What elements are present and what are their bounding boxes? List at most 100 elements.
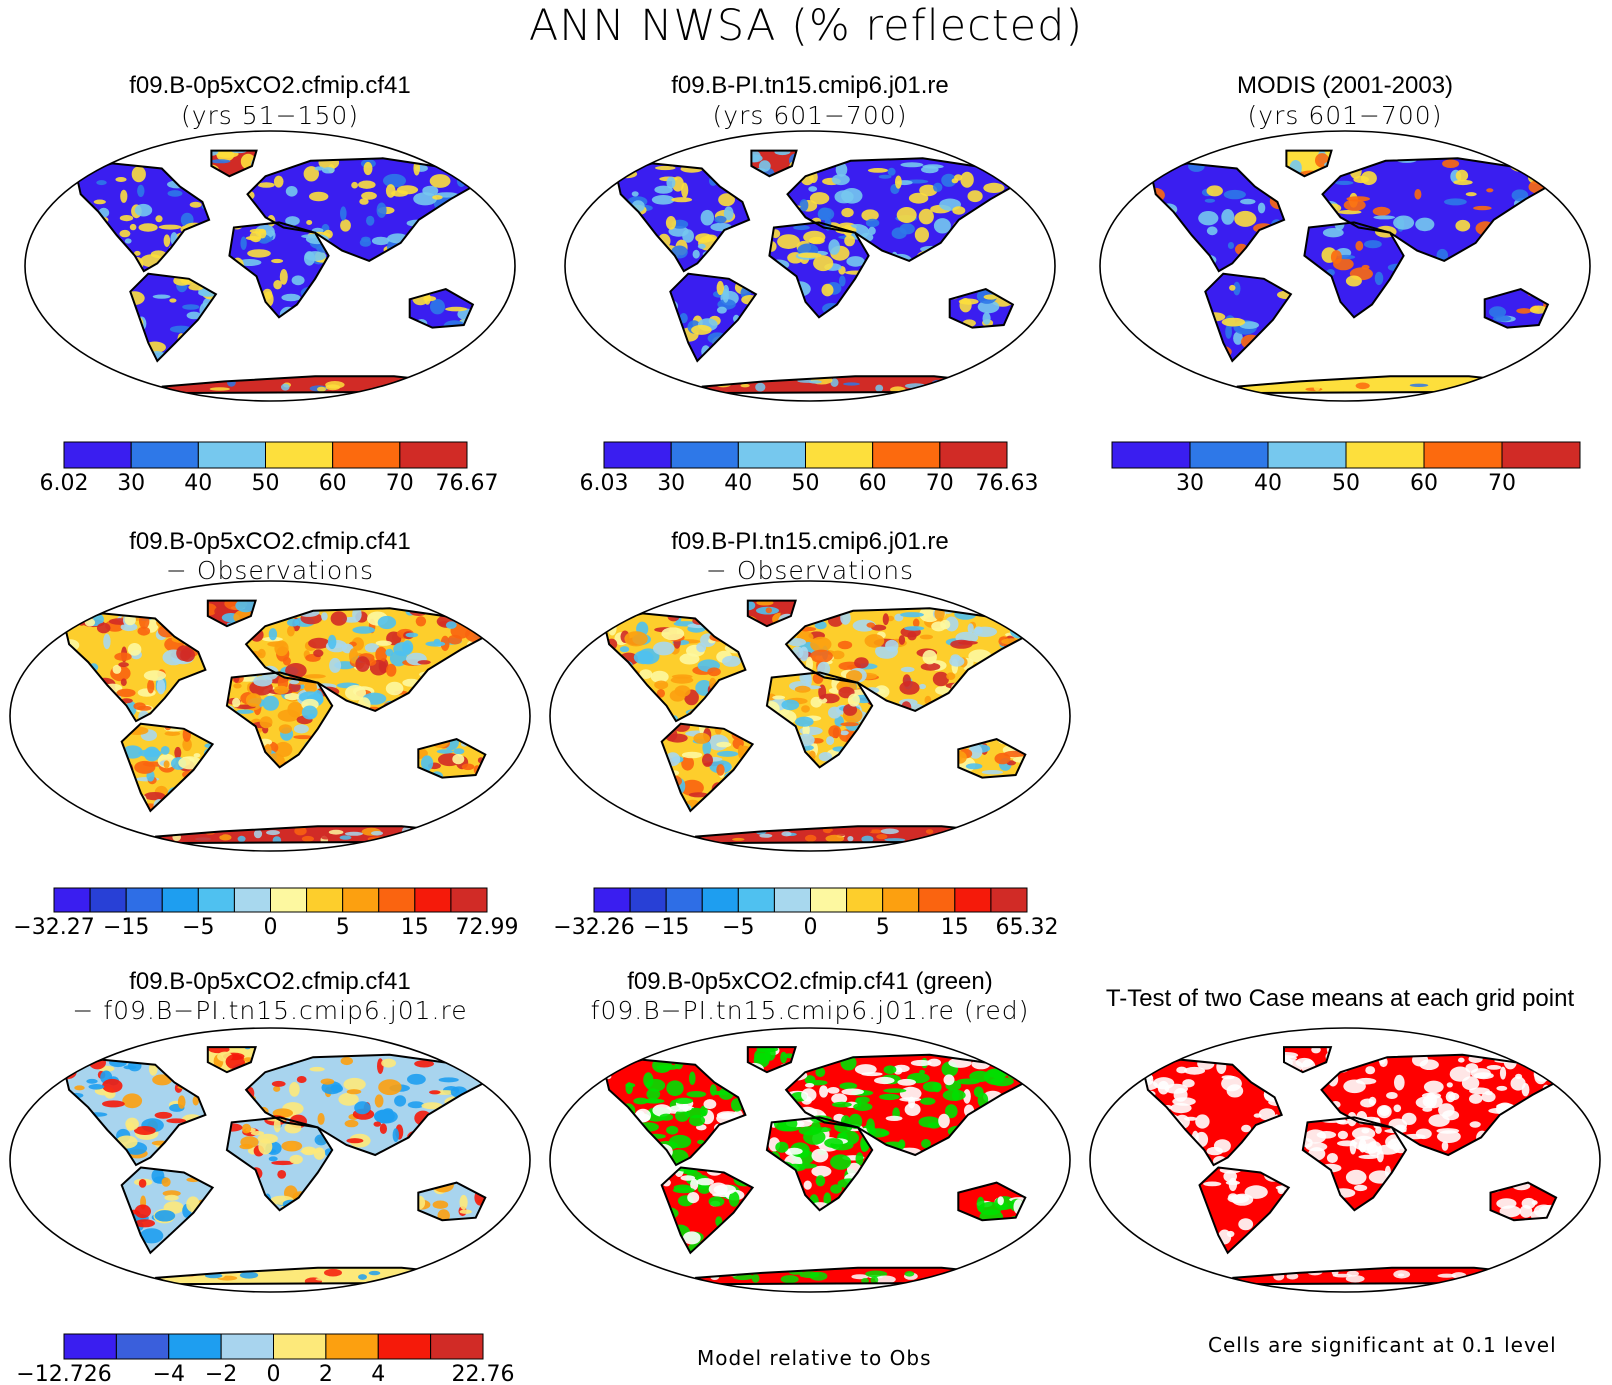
panel-2-subtitle: (yrs 601−700) xyxy=(712,101,908,130)
colorbar-swatch xyxy=(450,887,488,913)
map-panel-7 xyxy=(549,1027,1071,1293)
colorbar-tick-label: 50 xyxy=(1332,471,1360,496)
colorbar-tick-label: 6.02 xyxy=(40,471,89,496)
colorbar-swatch xyxy=(1501,441,1581,469)
panels-layer xyxy=(9,130,1601,1293)
coastline-greenland xyxy=(210,149,258,178)
colorbar-tick-label: 5 xyxy=(336,915,350,940)
coastline-greenland xyxy=(750,149,798,178)
colorbar-swatch xyxy=(1423,441,1503,469)
coastline-namerica xyxy=(63,612,207,723)
coastline-greenland xyxy=(206,599,257,628)
coastline-australia xyxy=(948,288,1015,329)
panel-1-subtitle: (yrs 51−150) xyxy=(180,101,360,130)
colorbar-swatch xyxy=(430,1333,484,1360)
colorbar-tick-label: 0 xyxy=(267,1362,281,1385)
panel-8-title: T-Test of two Case means at each grid po… xyxy=(1105,985,1575,1012)
panel-1-title: f09.B-0p5xCO2.cfmip.cf41 xyxy=(129,72,411,99)
landmass-eurasia xyxy=(247,158,478,261)
panel-3-subtitle: (yrs 601−700) xyxy=(1247,101,1443,130)
landmass-samerica xyxy=(1205,273,1291,361)
colorbar-swatch xyxy=(378,887,416,913)
colorbar-tick-label: −5 xyxy=(182,915,214,940)
coastline-africa xyxy=(768,221,870,319)
colorbar-swatch xyxy=(125,887,163,913)
coastline-eurasia xyxy=(1320,1053,1563,1157)
colorbar-tick-label: 15 xyxy=(941,915,969,940)
coastline-samerica xyxy=(120,722,215,813)
panel-7-title: f09.B-0p5xCO2.cfmip.cf41 (green) xyxy=(627,968,993,995)
landmass-australia xyxy=(958,1182,1026,1221)
colorbar-tick-label: 5 xyxy=(876,915,890,940)
footer-middle: Model relative to Obs xyxy=(697,1346,932,1370)
colorbar-swatch xyxy=(737,887,775,913)
colorbar-tick-label: −32.26 xyxy=(553,915,634,940)
colorbar-tick-label: 6.03 xyxy=(580,471,629,496)
colorbar-tick-label: 0 xyxy=(804,915,818,940)
panel-5-title: f09.B-PI.tn15.cmip6.j01.re xyxy=(671,528,949,555)
colorbar-tick-label: 70 xyxy=(926,471,954,496)
colorbar-tick-label: 60 xyxy=(319,471,347,496)
colorbar-swatch xyxy=(273,1333,327,1360)
coastline-samerica xyxy=(129,272,218,363)
colorbar-tick-label: 70 xyxy=(386,471,414,496)
colorbar-swatch xyxy=(701,887,739,913)
colorbar-tick-label: −2 xyxy=(205,1362,237,1385)
colorbar-swatch xyxy=(1267,441,1347,469)
coastline-samerica xyxy=(669,272,758,363)
coastline-samerica xyxy=(120,1166,215,1255)
map-border xyxy=(564,130,1056,402)
page-title: ANN NWSA (% reflected) xyxy=(528,1,1084,51)
coastline-australia xyxy=(417,738,487,779)
colorbar-swatch xyxy=(593,887,631,913)
colorbar-tick-label: 65.32 xyxy=(996,915,1059,940)
colorbar-tick-label: 4 xyxy=(371,1362,385,1385)
colorbar-tick-label: −15 xyxy=(103,915,149,940)
colorbar-swatch xyxy=(270,887,308,913)
map-panel-5 xyxy=(549,580,1071,852)
colorbar-swatch xyxy=(220,1333,275,1360)
colorbar-swatch xyxy=(197,441,266,469)
colorbar-swatch xyxy=(399,441,468,469)
colorbar-tick-label: −5 xyxy=(722,915,754,940)
colorbar-swatch xyxy=(168,1333,222,1360)
panel-7-subtitle: f09.B−PI.tn15.cmip6.j01.re (red) xyxy=(590,996,1030,1025)
coastline-africa xyxy=(1301,1116,1408,1212)
colorbar-swatch xyxy=(63,1333,117,1360)
panel-2-title: f09.B-PI.tn15.cmip6.j01.re xyxy=(671,72,949,99)
colorbar-swatch xyxy=(414,887,452,913)
panel-5-subtitle: − Observations xyxy=(705,556,915,585)
map-panel-1 xyxy=(24,130,516,402)
map-border xyxy=(549,580,1071,852)
coastline-namerica xyxy=(603,1058,747,1167)
map-panel-4 xyxy=(9,580,531,852)
coastline-samerica xyxy=(1204,272,1293,363)
colorbar-cb5: −32.26 −15 −5 0 5 15 65.32 xyxy=(553,887,1059,940)
coastline-namerica xyxy=(615,162,751,273)
coastline-eurasia xyxy=(244,607,493,712)
colorbar-swatch xyxy=(306,887,344,913)
coastline-australia xyxy=(957,738,1027,779)
coastline-eurasia xyxy=(784,1053,1033,1157)
coastline-samerica xyxy=(660,722,755,813)
coastline-australia xyxy=(408,288,475,329)
map-border xyxy=(1089,1027,1601,1293)
colorbars-layer: 6.02 30 40 50 60 70 76.67 6.03 30 40 50 60 70 76.63 30… xyxy=(13,441,1581,1385)
colorbar-tick-label: 40 xyxy=(184,471,212,496)
map-border xyxy=(24,130,516,402)
colorbar-swatch xyxy=(1345,441,1425,469)
colorbar-swatch xyxy=(805,441,874,469)
colorbar-swatch xyxy=(846,887,884,913)
colorbar-swatch xyxy=(629,887,667,913)
map-border xyxy=(9,580,531,852)
colorbar-tick-label: −12.726 xyxy=(16,1362,111,1385)
colorbar-swatch xyxy=(939,441,1008,469)
colorbar-cb3: 30 40 50 60 70 xyxy=(1111,441,1581,496)
coastline-africa xyxy=(225,671,334,769)
colorbar-swatch xyxy=(130,441,199,469)
colorbar-tick-label: 50 xyxy=(792,471,820,496)
coastline-greenland xyxy=(746,599,797,628)
colorbar-cb1: 6.02 30 40 50 60 70 76.67 xyxy=(40,441,498,496)
coastline-samerica xyxy=(660,1166,755,1255)
